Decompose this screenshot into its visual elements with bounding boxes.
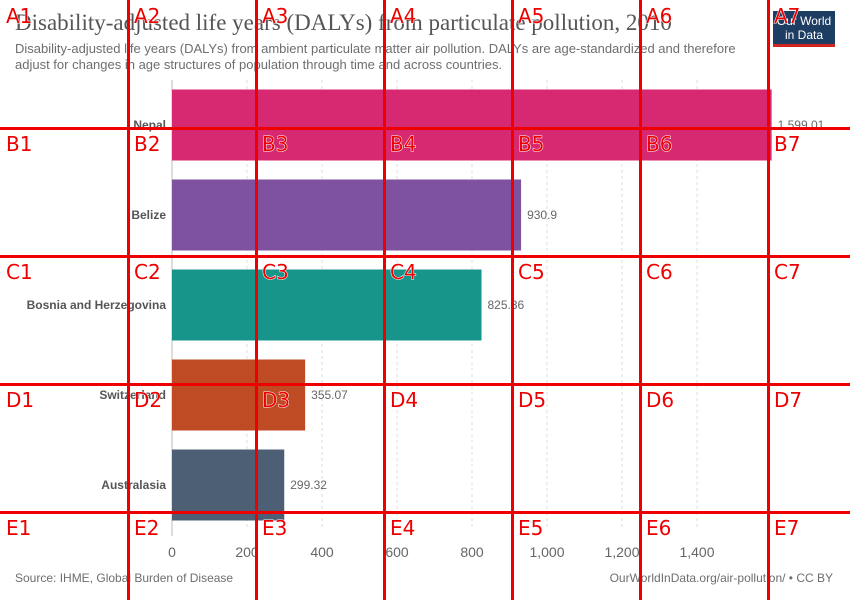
category-label: Belize — [131, 208, 166, 222]
chart-title: Disability-adjusted life years (DALYs) f… — [15, 10, 672, 35]
bar — [172, 359, 306, 431]
category-label: Nepal — [133, 118, 166, 132]
category-label: Switzerland — [99, 388, 166, 402]
source-url[interactable]: OurWorldInData.org/air-pollution/ • CC B… — [609, 571, 833, 585]
x-tick-label: 600 — [385, 544, 409, 560]
source-note: Source: IHME, Global Burden of Disease — [15, 571, 234, 585]
chart-subtitle: Disability-adjusted life years (DALYs) f… — [15, 41, 736, 72]
value-label: 1,599.01 — [778, 118, 825, 132]
bar — [172, 449, 285, 521]
category-label: Bosnia and Herzegovina — [27, 298, 167, 312]
value-label: 825.36 — [488, 298, 525, 312]
owid-logo[interactable]: Our World in Data — [773, 11, 835, 47]
logo-line-1: Our World — [776, 14, 832, 28]
x-tick-label: 0 — [168, 544, 176, 560]
category-label: Australasia — [101, 478, 166, 492]
x-tick-label: 200 — [235, 544, 259, 560]
x-tick-label: 1,400 — [679, 544, 714, 560]
value-label: 299.32 — [290, 478, 327, 492]
bar — [172, 89, 772, 161]
x-tick-label: 1,200 — [604, 544, 639, 560]
x-tick-label: 1,000 — [529, 544, 564, 560]
x-tick-label: 800 — [460, 544, 484, 560]
logo-line-2: in Data — [784, 28, 824, 42]
bar — [172, 269, 482, 341]
value-label: 930.9 — [527, 208, 557, 222]
x-tick-label: 400 — [310, 544, 334, 560]
value-label: 355.07 — [311, 388, 348, 402]
bar — [172, 179, 522, 251]
